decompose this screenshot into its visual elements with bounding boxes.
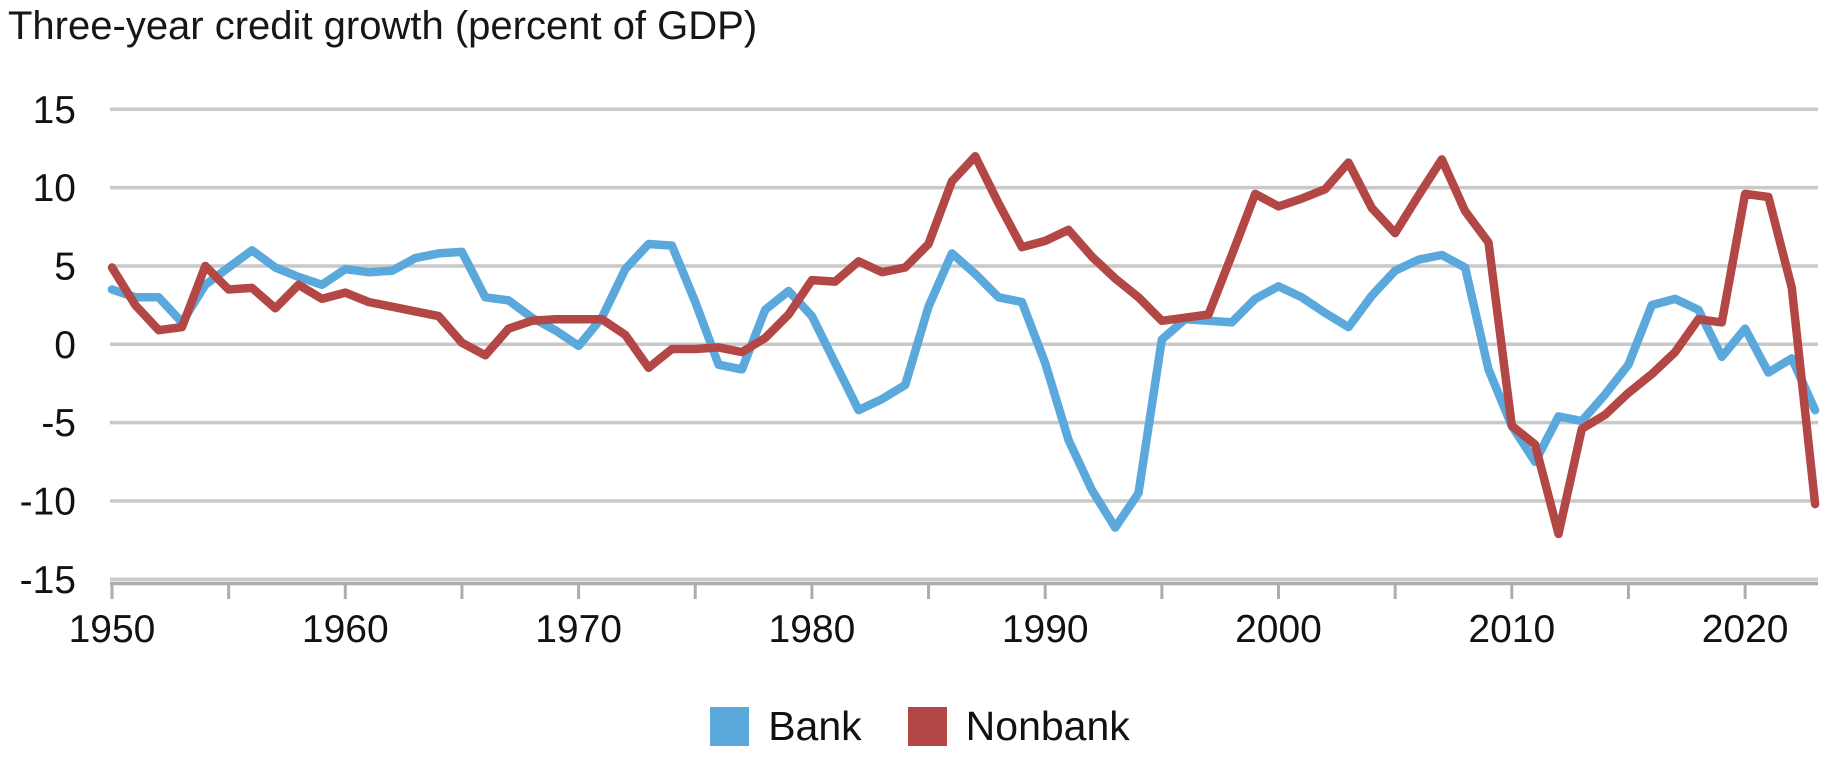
chart-legend: Bank Nonbank: [0, 706, 1840, 747]
x-axis-label: 1970: [535, 608, 622, 651]
x-axis-label: 1960: [302, 608, 389, 651]
bank-legend-swatch: [710, 707, 750, 746]
y-axis-label: -15: [20, 559, 76, 602]
y-axis-label: 15: [33, 89, 76, 132]
y-axis-label: -10: [20, 480, 76, 523]
legend-item-nonbank: Nonbank: [907, 703, 1130, 749]
x-axis-label: 1980: [769, 608, 856, 651]
y-axis-label: 5: [54, 245, 76, 288]
bank-line: [107, 239, 1820, 532]
x-axis-label: 1990: [1002, 608, 1089, 651]
chart-title: Three-year credit growth (percent of GDP…: [8, 4, 758, 48]
y-axis-label: 10: [33, 167, 76, 210]
legend-item-bank: Bank: [710, 703, 862, 749]
x-axis-label: 2020: [1702, 608, 1789, 651]
nonbank-line: [107, 152, 1820, 539]
x-axis-label: 2010: [1468, 608, 1555, 651]
bank-legend-label: Bank: [768, 703, 862, 749]
nonbank-legend-swatch: [907, 707, 947, 746]
nonbank-legend-label: Nonbank: [965, 703, 1130, 749]
y-axis-label: 0: [54, 324, 76, 367]
y-axis-label: -5: [41, 402, 76, 445]
x-axis-label: 1950: [69, 608, 156, 651]
x-axis-label: 2000: [1235, 608, 1322, 651]
